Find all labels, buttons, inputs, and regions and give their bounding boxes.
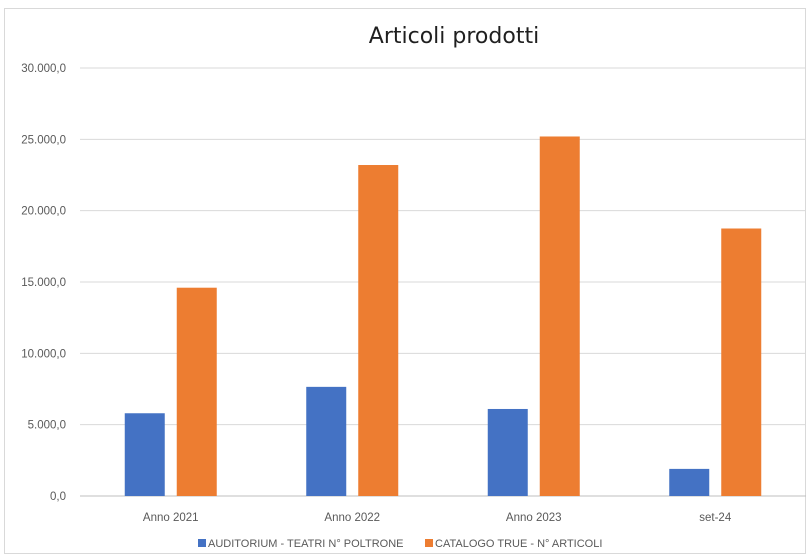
legend: AUDITORIUM - TEATRI N° POLTRONE CATALOGO … <box>198 538 602 550</box>
chart-title: Articoli prodotti <box>369 24 539 49</box>
x-tick-label: set-24 <box>699 512 732 524</box>
x-axis-ticks: Anno 2021 Anno 2022 Anno 2023 set-24 <box>143 512 732 524</box>
bar-auditorium-1 <box>306 386 347 496</box>
legend-swatch <box>198 539 206 547</box>
legend-swatch <box>425 539 433 547</box>
y-tick-label: 10.000,0 <box>21 348 66 360</box>
x-tick-label: Anno 2022 <box>324 512 380 524</box>
y-tick-label: 15.000,0 <box>21 277 66 289</box>
y-tick-label: 5.000,0 <box>28 420 66 432</box>
bars <box>124 136 762 497</box>
y-tick-label: 20.000,0 <box>21 206 66 218</box>
x-tick-label: Anno 2021 <box>143 512 199 524</box>
x-tick-label: Anno 2023 <box>506 512 562 524</box>
legend-label: AUDITORIUM - TEATRI N° POLTRONE <box>208 538 404 550</box>
bar-catalogo-1 <box>358 165 399 496</box>
bar-auditorium-3 <box>669 468 710 496</box>
y-tick-label: 30.000,0 <box>21 63 66 75</box>
bar-catalogo-0 <box>176 287 217 496</box>
y-tick-label: 25.000,0 <box>21 134 66 146</box>
bar-auditorium-2 <box>487 408 528 496</box>
y-tick-label: 0,0 <box>50 491 66 503</box>
legend-label: CATALOGO TRUE - N° ARTICOLI <box>435 538 602 550</box>
y-axis-ticks: 0,0 5.000,0 10.000,0 15.000,0 20.000,0 25.000… <box>21 63 66 503</box>
bar-catalogo-3 <box>721 228 762 496</box>
bar-catalogo-2 <box>539 136 580 497</box>
bar-auditorium-0 <box>124 413 165 496</box>
